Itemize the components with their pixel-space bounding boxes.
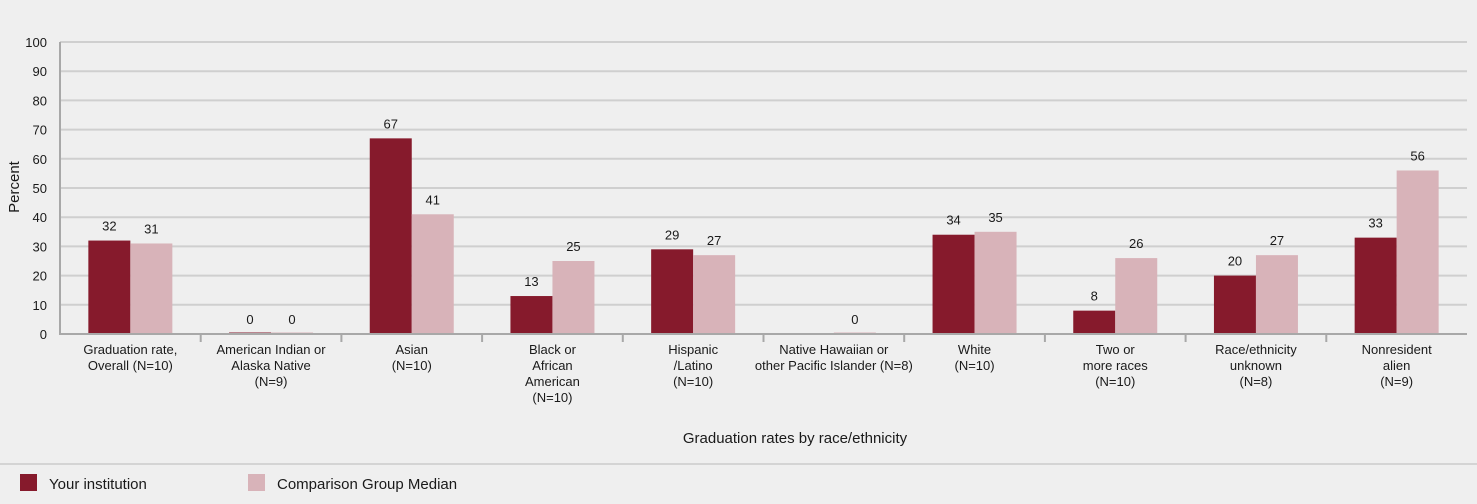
y-tick-label: 80 — [33, 93, 47, 108]
x-category-label: other Pacific Islander (N=8) — [755, 358, 913, 373]
data-label: 0 — [288, 312, 295, 327]
data-label: 67 — [384, 116, 398, 131]
bar-your-institution — [510, 296, 553, 334]
x-category-label: (N=10) — [954, 358, 994, 373]
bar-comparison-median — [411, 214, 454, 334]
x-category-label: Nonresident — [1362, 342, 1432, 357]
y-tick-label: 20 — [33, 269, 47, 284]
x-category-label: more races — [1083, 358, 1149, 373]
legend-swatch — [20, 474, 37, 491]
y-tick-label: 60 — [33, 152, 47, 167]
axes — [59, 42, 1467, 342]
legend-label: Comparison Group Median — [277, 476, 457, 493]
y-axis-title: Percent — [6, 160, 23, 213]
bar-your-institution — [651, 249, 694, 334]
y-tick-label: 40 — [33, 210, 47, 225]
y-tick-label: 0 — [40, 327, 47, 342]
data-label: 32 — [102, 219, 116, 234]
x-category-label: (N=10) — [673, 374, 713, 389]
data-label: 29 — [665, 227, 679, 242]
legend: Your institution Comparison Group Median — [20, 474, 457, 493]
x-category-label: (N=10) — [1095, 374, 1135, 389]
x-axis-title: Graduation rates by race/ethnicity — [683, 430, 908, 447]
x-category-label: /Latino — [674, 358, 713, 373]
bar-your-institution — [369, 138, 412, 334]
x-category-label: alien — [1383, 358, 1410, 373]
bar-your-institution — [1073, 310, 1116, 334]
y-tick-label: 70 — [33, 123, 47, 138]
bar-comparison-median — [1115, 258, 1158, 334]
x-category-label: African — [532, 358, 572, 373]
bar-your-institution — [932, 234, 975, 334]
data-label: 41 — [426, 192, 440, 207]
x-category-label: Race/ethnicity — [1215, 342, 1297, 357]
bar-your-institution — [88, 240, 131, 334]
data-label: 0 — [851, 312, 858, 327]
bar-comparison-median — [693, 255, 736, 334]
data-label: 35 — [988, 210, 1002, 225]
bars — [88, 138, 1439, 334]
x-category-label: American — [525, 374, 580, 389]
bar-comparison-median — [1396, 170, 1439, 334]
bar-comparison-median — [552, 261, 595, 334]
x-category-label: Overall (N=10) — [88, 358, 173, 373]
y-tick-label: 90 — [33, 64, 47, 79]
bar-comparison-median — [130, 243, 173, 334]
x-category-label: (N=10) — [532, 390, 572, 405]
bar-comparison-median — [1255, 255, 1298, 334]
y-tick-label: 100 — [25, 35, 47, 50]
bar-your-institution — [1354, 237, 1397, 334]
data-label: 33 — [1368, 216, 1382, 231]
data-label: 13 — [524, 274, 538, 289]
data-label: 31 — [144, 221, 158, 236]
x-category-label: White — [958, 342, 991, 357]
bar-your-institution — [1213, 275, 1256, 334]
x-category-label: Asian — [395, 342, 428, 357]
y-tick-label: 30 — [33, 239, 47, 254]
x-category-label: Hispanic — [668, 342, 718, 357]
x-category-label: Graduation rate, — [83, 342, 177, 357]
bar-comparison-median — [974, 231, 1017, 334]
gridlines — [60, 41, 1467, 334]
data-label: 8 — [1091, 289, 1098, 304]
x-category-label: Two or — [1096, 342, 1136, 357]
x-category-label: (N=10) — [392, 358, 432, 373]
data-label: 20 — [1228, 254, 1242, 269]
x-category-label: (N=9) — [255, 374, 288, 389]
data-label: 25 — [566, 239, 580, 254]
x-category-label: (N=8) — [1240, 374, 1273, 389]
data-label: 27 — [707, 233, 721, 248]
data-label: 27 — [1270, 233, 1284, 248]
y-tick-label: 10 — [33, 298, 47, 313]
data-label: 56 — [1410, 148, 1424, 163]
y-tick-label: 50 — [33, 181, 47, 196]
x-category-label: (N=9) — [1380, 374, 1413, 389]
data-label: 26 — [1129, 236, 1143, 251]
legend-label: Your institution — [49, 476, 147, 493]
x-category-label: American Indian or — [216, 342, 326, 357]
x-category-label: unknown — [1230, 358, 1282, 373]
x-category-label: Native Hawaiian or — [779, 342, 889, 357]
x-category-label: Black or — [529, 342, 577, 357]
x-category-label: Alaska Native — [231, 358, 310, 373]
data-label: 34 — [946, 213, 960, 228]
data-label: 0 — [246, 312, 253, 327]
legend-swatch — [248, 474, 265, 491]
